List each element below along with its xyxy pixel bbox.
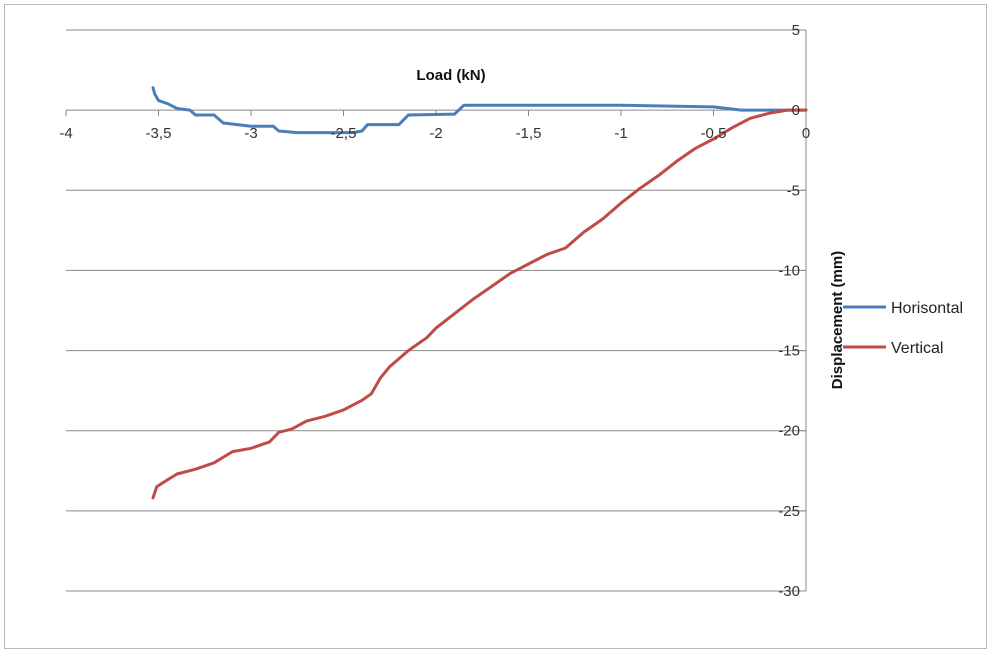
y-tick-label: -25 <box>778 503 800 520</box>
y-tick-label: 5 <box>792 22 800 39</box>
tick-labels: 5 0 -5 -10 -15 -20 -25 -30 -4 -3,5 -3 -2,5 -2 -1,5 -1 -… <box>59 22 810 600</box>
series-line-vertical <box>151 108 808 500</box>
x-tick-label: 0 <box>802 125 810 142</box>
y-tick-label: -30 <box>778 583 800 600</box>
x-tick-label: -0,5 <box>701 125 727 142</box>
y-tick-label: -5 <box>787 182 800 199</box>
y-tick-label: -20 <box>778 423 800 440</box>
y-tick-label: 0 <box>792 102 800 119</box>
x-tick-label: -1 <box>614 125 627 142</box>
x-tick-label: -4 <box>59 125 72 142</box>
y-tick-label: -15 <box>778 343 800 360</box>
x-tick-label: -3 <box>244 125 257 142</box>
chart-frame <box>4 4 987 649</box>
legend-label-horisontal: Horisontal <box>891 300 963 317</box>
legend: Horisontal Vertical <box>843 300 963 357</box>
grid-lines <box>66 29 806 592</box>
x-axis-title: Load (kN) <box>416 67 485 84</box>
y-axis-title: Displacement (mm) <box>829 251 846 389</box>
x-tick-label: -2,5 <box>331 125 357 142</box>
series-lines <box>151 86 808 500</box>
x-tick-label: -3,5 <box>146 125 172 142</box>
legend-label-vertical: Vertical <box>891 340 943 357</box>
x-tick-label: -2 <box>429 125 442 142</box>
series-line-horisontal <box>151 86 808 135</box>
x-tick-label: -1,5 <box>516 125 542 142</box>
y-tick-label: -10 <box>778 262 800 279</box>
